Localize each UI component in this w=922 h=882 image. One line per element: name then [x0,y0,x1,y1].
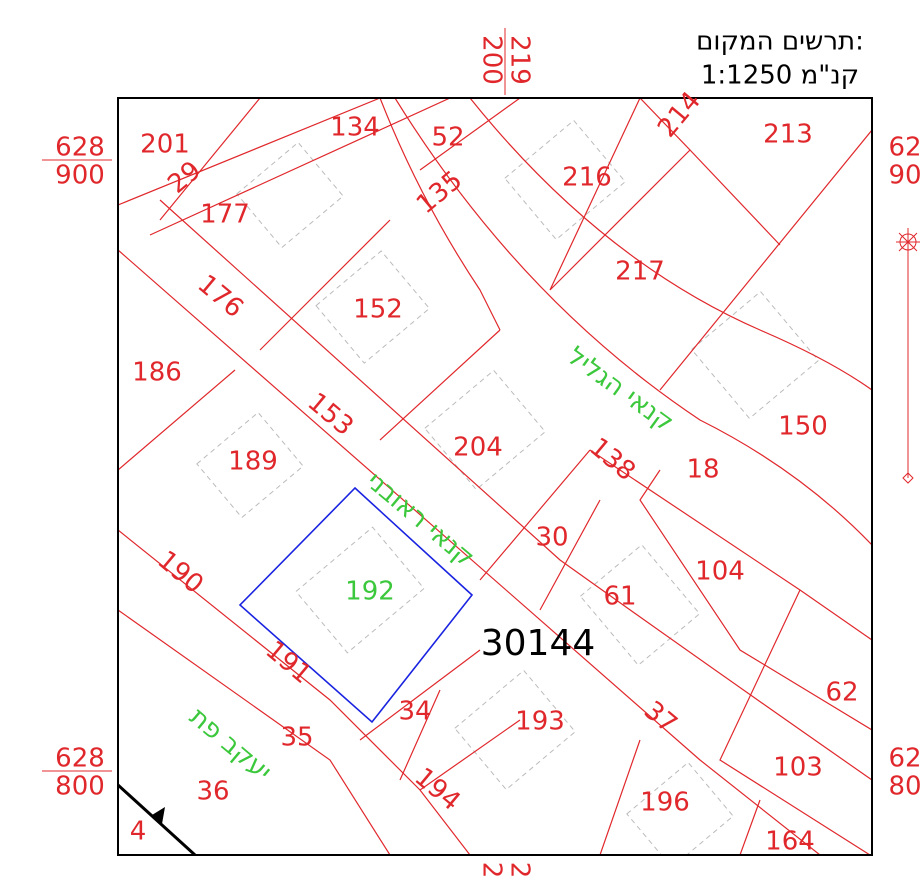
parcel-number: 152 [353,295,403,325]
parcel-number: 62 [825,678,858,708]
parcel-number: 214 [652,86,707,143]
coordinate: 2 [505,862,535,878]
parcel-number: 153 [302,387,359,442]
parcel-number: 191 [260,635,317,690]
parcel-number: 37 [638,695,683,739]
north-arrow [896,228,920,483]
coordinate: 90 [888,161,921,191]
parcel-number: 18 [686,455,719,485]
parcel-number: 217 [615,257,665,287]
street-name: קנאי ראובני [361,466,480,573]
parcel-number: 36 [196,777,229,807]
parcel-number: 30 [535,523,568,553]
coordinate: 2 [477,862,507,878]
parcel-number: 52 [431,123,464,153]
coordinate: 200 [477,35,507,85]
street-name: קנאי הגליל [562,341,679,438]
coordinate: 800 [55,772,105,802]
header-title: תרשים המקום: [696,27,864,57]
coordinate: 628 [55,133,105,163]
coordinate: 62 [888,744,921,774]
parcel-number: 176 [192,269,249,324]
parcel-number: 193 [515,707,565,737]
parcel-number: 189 [228,447,278,477]
block-number: 30144 [481,623,596,664]
parcel-number: 192 [345,577,395,607]
parcel-number: 150 [778,412,828,442]
parcel-number: 216 [562,163,612,193]
parcel-number: 194 [409,762,466,817]
parcel-number: 29 [162,155,207,199]
parcel-number: 104 [695,557,745,587]
coordinate: 219 [505,35,535,85]
parcel-number: 201 [140,130,190,160]
parcel-number: 177 [200,200,250,230]
parcel-number: 4 [130,817,147,847]
street-name: יעקב פת [183,702,277,787]
parcel-number: 196 [640,788,690,818]
parcel-number: 190 [152,545,209,600]
parcel-number: 34 [398,697,431,727]
parcel-number: 35 [280,723,313,753]
parcel-number: 103 [773,753,823,783]
parcel-number: 135 [411,165,468,220]
parcel-number: 213 [763,120,813,150]
parcel-number: 204 [453,433,503,463]
coordinate: 62 [888,133,921,163]
map: תרשים המקום: קנ"מ 1:1250 30144 628900628… [0,0,922,878]
parcel-number: 61 [603,582,636,612]
coordinate: 628 [55,744,105,774]
parcel-number: 134 [330,113,380,143]
coordinate: 80 [888,772,921,802]
coordinate: 900 [55,161,105,191]
header-scale: קנ"מ 1:1250 [701,61,859,91]
parcel-number: 186 [132,358,182,388]
parcel-number: 164 [765,827,815,857]
